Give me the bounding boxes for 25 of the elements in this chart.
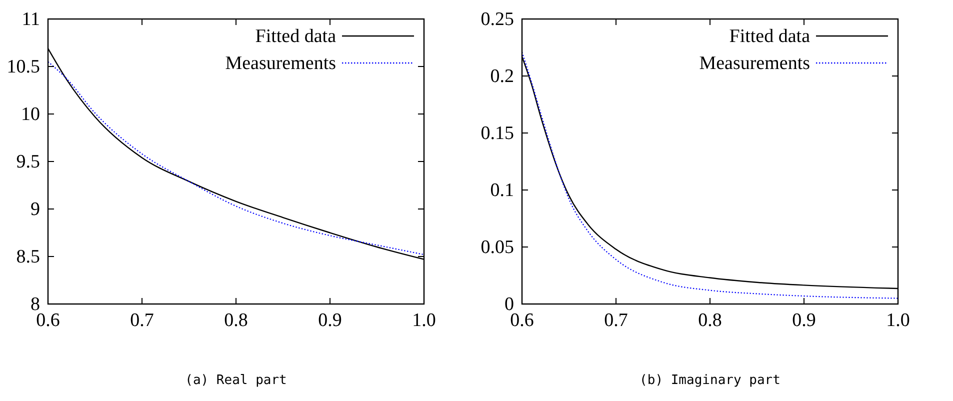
y-tick-label: 0.2 (490, 66, 514, 87)
legend-label: Fitted data (729, 26, 811, 47)
x-axis-title: (b) Imaginary part (640, 373, 780, 388)
x-tick-label: 0.7 (130, 310, 154, 331)
x-tick-label: 1.0 (412, 310, 436, 331)
y-tick-label: 11 (22, 9, 40, 30)
y-tick-label: 9 (30, 199, 40, 220)
x-tick-label: 0.7 (604, 310, 628, 331)
x-tick-label: 0.9 (792, 310, 816, 331)
y-tick-label: 0.15 (480, 123, 514, 144)
y-tick-label: 0.05 (480, 237, 514, 258)
y-tick-label: 8.5 (16, 246, 40, 268)
y-tick-label: 9.5 (16, 152, 40, 172)
x-tick-label: 0.8 (698, 310, 722, 331)
legend-label: Measurements (699, 53, 810, 74)
y-tick-label: 10 (21, 104, 40, 125)
x-tick-label: 1.0 (886, 310, 910, 331)
legend-label: Measurements (225, 53, 336, 74)
y-tick-label: 0.1 (490, 180, 514, 201)
legend-label: Fitted data (255, 26, 337, 47)
x-tick-label: 0.9 (318, 310, 342, 331)
y-tick-label: 0.25 (480, 9, 514, 30)
x-tick-label: 0.8 (224, 310, 248, 331)
y-tick-label: 10.5 (6, 56, 40, 78)
x-axis-title: (a) Real part (185, 373, 287, 388)
